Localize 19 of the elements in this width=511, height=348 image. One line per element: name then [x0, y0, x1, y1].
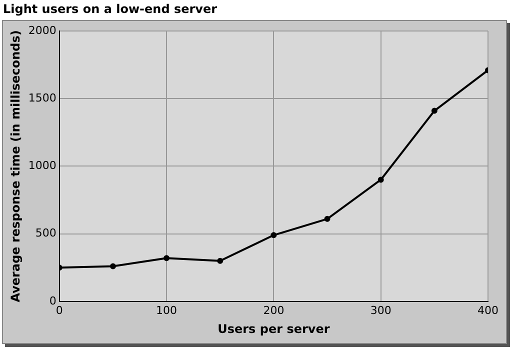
- point: [324, 216, 330, 222]
- y-axis-title: Average response time (in milliseconds): [8, 30, 22, 302]
- x-tick-label: 300: [370, 304, 392, 317]
- chart-title: Light users on a low-end server: [3, 2, 218, 16]
- point: [164, 255, 170, 262]
- y-tick-label: 1000: [28, 159, 56, 172]
- y-tick-label: 1500: [28, 91, 56, 104]
- y-tick-label: 0: [49, 294, 56, 308]
- point: [431, 108, 438, 114]
- point: [110, 263, 116, 270]
- y-tick-label: 500: [35, 226, 56, 240]
- point: [270, 232, 277, 238]
- x-axis-title: Users per server: [218, 322, 330, 336]
- y-tick-label: 2000: [28, 24, 56, 37]
- point: [217, 258, 224, 264]
- x-tick-label: 100: [156, 304, 178, 317]
- x-tick-label: 200: [263, 304, 284, 317]
- point: [378, 176, 384, 183]
- x-tick-label: 400: [478, 304, 498, 317]
